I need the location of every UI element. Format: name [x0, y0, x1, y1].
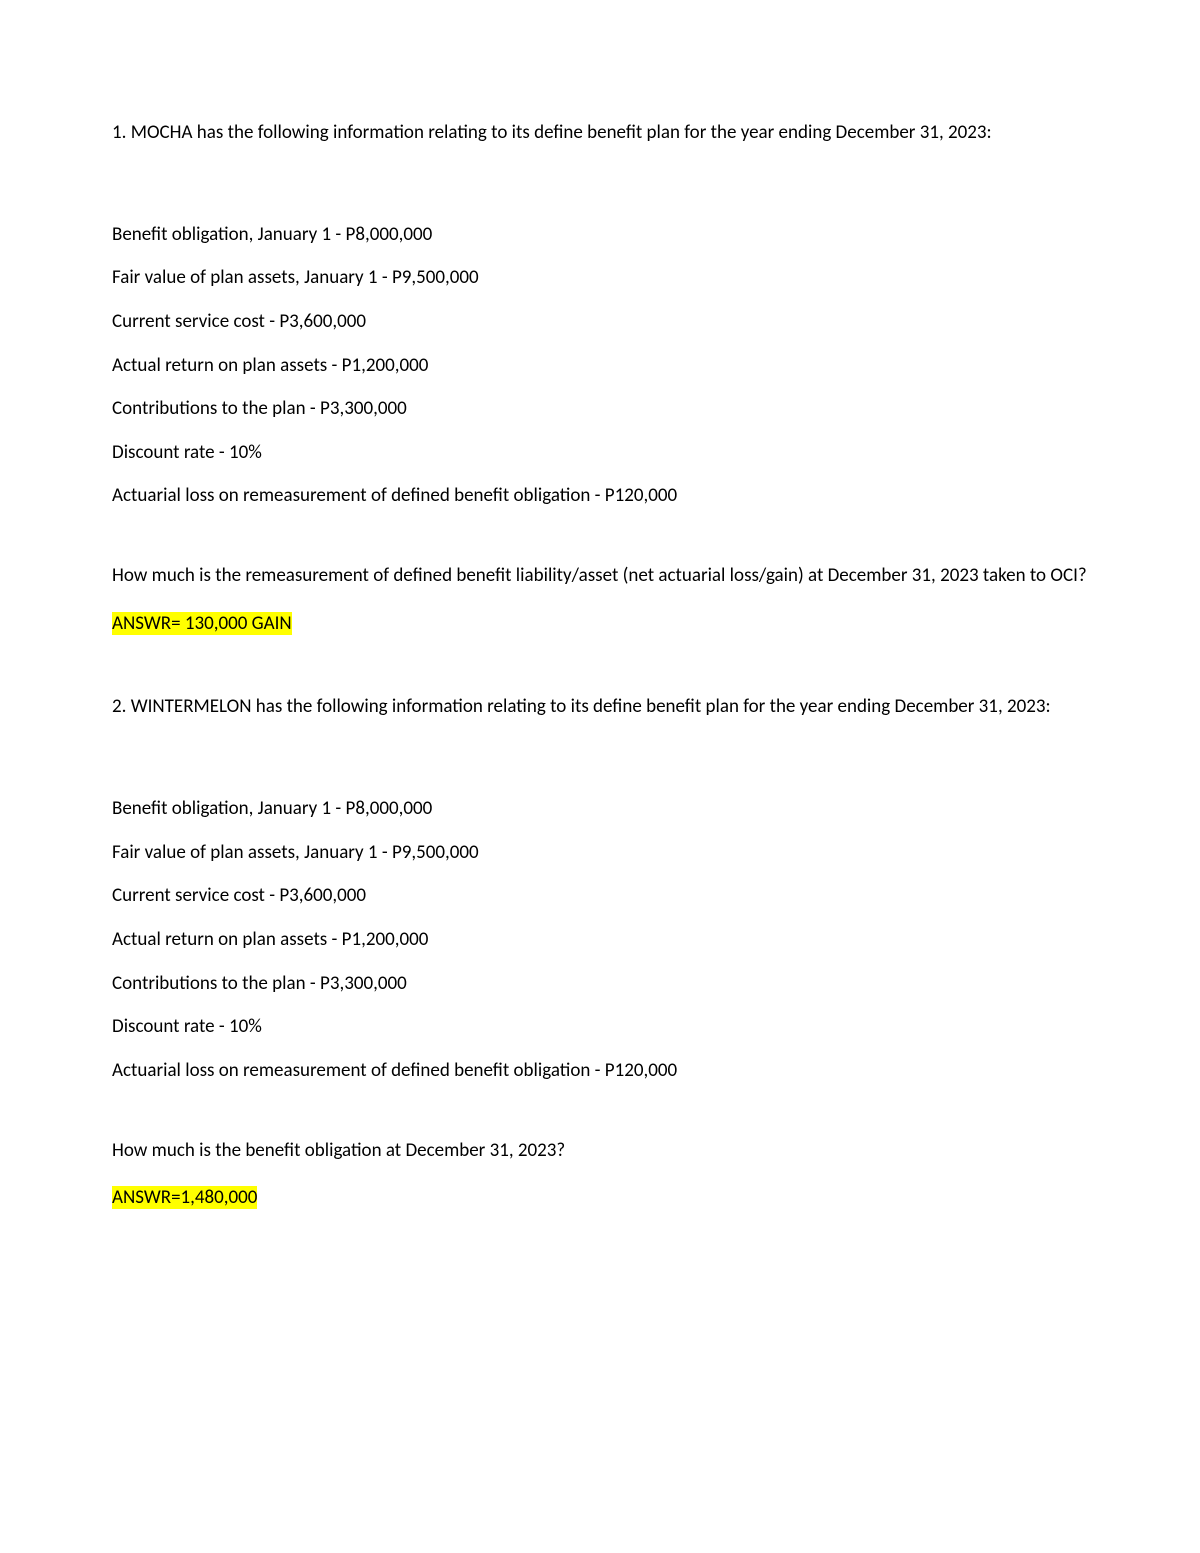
q1-item: Contributions to the plan - P3,300,000 [112, 396, 1088, 422]
q1-intro: 1. MOCHA has the following information r… [112, 120, 1088, 146]
document-page: 1. MOCHA has the following information r… [0, 0, 1200, 1553]
q2-item: Actual return on plan assets - P1,200,00… [112, 927, 1088, 953]
q2-answer: ANSWR=1,480,000 [112, 1186, 257, 1209]
q1-answer: ANSWR= 130,000 GAIN [112, 612, 292, 635]
q2-item: Current service cost - P3,600,000 [112, 883, 1088, 909]
q1-answer-line: ANSWR= 130,000 GAIN [112, 611, 1088, 637]
q2-item: Benefit obligation, January 1 - P8,000,0… [112, 796, 1088, 822]
q2-item: Contributions to the plan - P3,300,000 [112, 971, 1088, 997]
q2-question: How much is the benefit obligation at De… [112, 1138, 1088, 1164]
q1-item: Actual return on plan assets - P1,200,00… [112, 353, 1088, 379]
q1-item: Actuarial loss on remeasurement of defin… [112, 483, 1088, 509]
q1-item: Current service cost - P3,600,000 [112, 309, 1088, 335]
q2-item: Fair value of plan assets, January 1 - P… [112, 840, 1088, 866]
q1-item: Discount rate - 10% [112, 440, 1088, 466]
q2-answer-line: ANSWR=1,480,000 [112, 1185, 1088, 1211]
q2-item: Actuarial loss on remeasurement of defin… [112, 1058, 1088, 1084]
q1-item: Fair value of plan assets, January 1 - P… [112, 265, 1088, 291]
q2-intro: 2. WINTERMELON has the following informa… [112, 694, 1088, 720]
q1-question: How much is the remeasurement of defined… [112, 563, 1088, 589]
q2-item: Discount rate - 10% [112, 1014, 1088, 1040]
q1-item: Benefit obligation, January 1 - P8,000,0… [112, 222, 1088, 248]
